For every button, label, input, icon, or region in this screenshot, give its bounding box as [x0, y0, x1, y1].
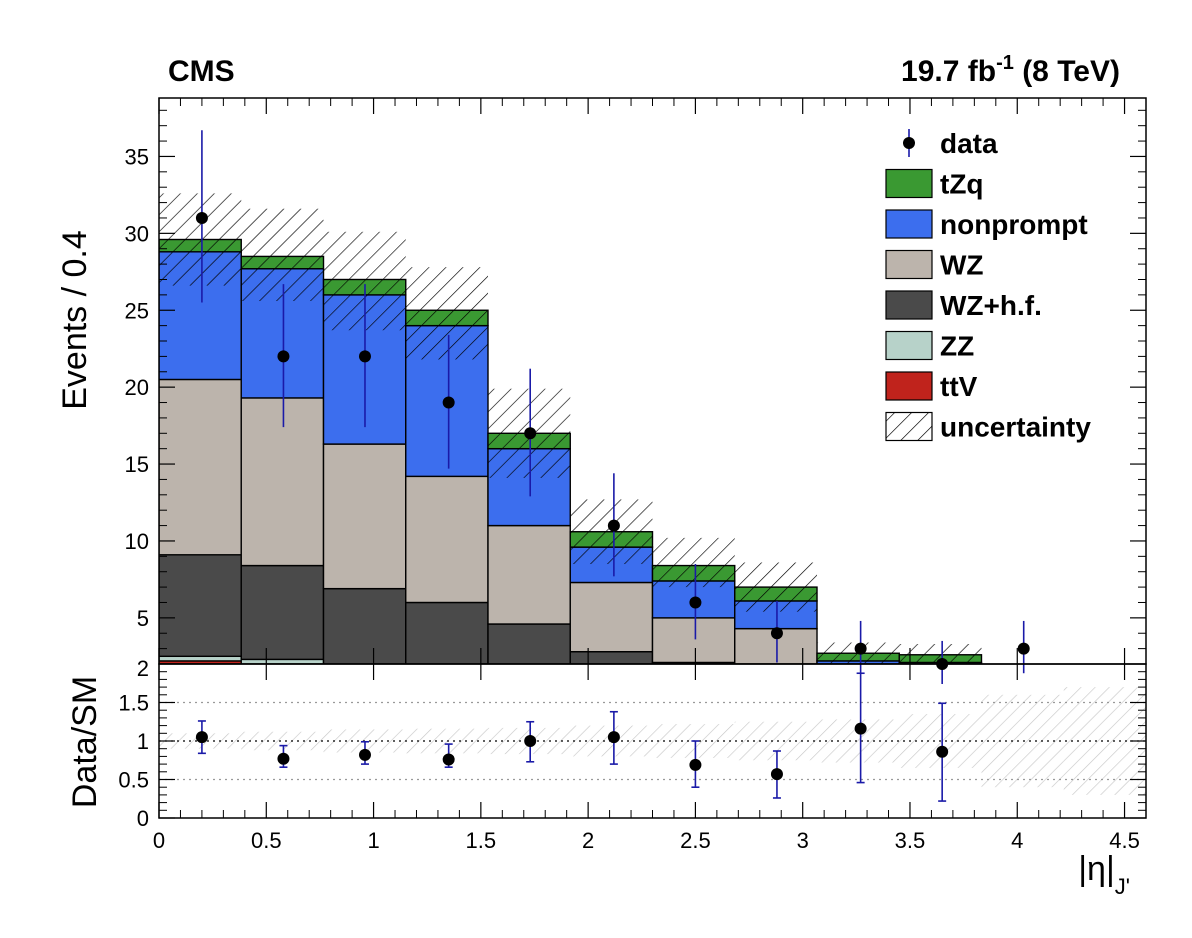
- stack-bar-wz-h-f-bin-5: [487, 623, 571, 664]
- ratio-y-tick-label-3: 1.5: [118, 691, 149, 716]
- legend-swatch-tzq: [885, 168, 933, 199]
- data-point-8: [770, 627, 783, 640]
- uncertainty-hatch-bin-2: [241, 208, 324, 302]
- ratio-point-10: [936, 745, 949, 758]
- x-axis-label-sub: J': [1115, 874, 1130, 899]
- x-tick-label-6: 3: [797, 828, 809, 853]
- legend: data tZq nonprompt WZ WZ+h.f. ZZ ttV uncertaint…: [885, 128, 1091, 443]
- ratio-point-4: [442, 753, 455, 766]
- x-tick-label-0: 0: [153, 828, 165, 853]
- ratio-point-8: [770, 768, 783, 781]
- stack-bar-wz-bin-1: [159, 378, 242, 556]
- x-tick-label-4: 2: [582, 828, 594, 853]
- data-point-2: [277, 350, 290, 363]
- data-point-3: [358, 350, 371, 363]
- legend-label-tzq: tZq: [940, 169, 984, 200]
- top-y-tick-label-30: 30: [125, 221, 149, 246]
- stack-bar-wz-h-f-bin-1: [159, 554, 242, 658]
- legend-swatch-wz-h-f: [885, 290, 933, 320]
- ratio-point-7: [689, 758, 702, 771]
- uncertainty-hatch-bin-1: [159, 193, 242, 286]
- legend-label-ttv: ttV: [940, 371, 978, 402]
- ratio-band-bin-4: [405, 728, 488, 754]
- x-tick-label-9: 4.5: [1109, 828, 1140, 853]
- x-tick-label-1: 0.5: [251, 828, 282, 853]
- top-y-tick-label-25: 25: [125, 298, 149, 323]
- x-tick-label-3: 1.5: [466, 828, 497, 853]
- ratio-y-tick-label-0: 0: [137, 806, 149, 831]
- x-axis-label-main: |η|: [1078, 850, 1115, 888]
- cms-label: CMS: [168, 55, 235, 88]
- legend-swatch-uncertainty: [885, 411, 933, 442]
- data-point-7: [689, 596, 702, 609]
- legend-label-nonprompt: nonprompt: [940, 209, 1088, 240]
- x-tick-label-5: 2.5: [680, 828, 711, 853]
- top-y-axis-label: Events / 0.4: [56, 230, 94, 410]
- uncertainty-hatch-bin-10: [899, 644, 982, 664]
- legend-label-uncertainty: uncertainty: [940, 412, 1091, 443]
- top-y-bottom-label: 2: [137, 656, 149, 681]
- legend-label-data: data: [940, 128, 998, 159]
- ratio-point-6: [607, 731, 620, 744]
- legend-label-zz: ZZ: [940, 331, 974, 362]
- stack-bar-wz-bin-3: [322, 443, 407, 590]
- top-data-points: [195, 130, 1030, 684]
- stack-bar-wz-h-f-bin-6: [569, 650, 654, 664]
- legend-label-wz: WZ: [940, 250, 984, 281]
- top-y-tick-label-15: 15: [125, 452, 149, 477]
- ratio-band-bin-11: [981, 694, 1064, 788]
- ratio-reference-lines: [159, 701, 1146, 781]
- top-y-tick-label-20: 20: [125, 375, 149, 400]
- legend-marker-data: [903, 137, 915, 149]
- ratio-data-points: [195, 672, 949, 802]
- lumi-exponent: -1: [996, 52, 1014, 74]
- ratio-point-2: [277, 752, 290, 765]
- x-axis-label: |η|J': [1078, 850, 1130, 899]
- stack-bar-wz-bin-7: [651, 617, 736, 664]
- ratio-point-5: [524, 735, 537, 747]
- x-tick-label-2: 1: [367, 828, 379, 853]
- top-y-tick-label-35: 35: [125, 144, 149, 169]
- uncertainty-hatch-bin-7: [652, 537, 735, 588]
- x-tick-label-8: 4: [1011, 828, 1023, 853]
- stack-bar-wz-bin-5: [487, 524, 571, 625]
- legend-swatch-zz: [885, 330, 933, 361]
- lumi-energy: (8 TeV): [1014, 55, 1120, 88]
- uncertainty-hatch-bin-4: [405, 267, 488, 360]
- stack-bar-wz-h-f-bin-4: [405, 601, 489, 664]
- x-tick-label-7: 3.5: [895, 828, 926, 853]
- data-point-4: [442, 396, 455, 409]
- ratio-uncertainty-band: [159, 687, 1146, 795]
- legend-swatch-wz: [885, 249, 933, 280]
- top-y-tick-label-10: 10: [125, 529, 149, 554]
- data-point-1: [195, 211, 208, 224]
- legend-label-wz-h-f: WZ+h.f.: [940, 290, 1042, 321]
- stack-bar-wz-bin-2: [240, 397, 325, 567]
- stack-bar-wz-bin-6: [569, 581, 654, 653]
- stack-bar-wz-h-f-bin-3: [322, 587, 407, 664]
- top-uncertainty-band: [159, 193, 982, 664]
- stack-bar-wz-bin-4: [405, 475, 489, 604]
- stack-bar-wz-h-f-bin-2: [240, 564, 325, 661]
- data-point-11: [1017, 642, 1030, 655]
- luminosity-label: 19.7 fb-1 (8 TeV): [901, 52, 1120, 88]
- ratio-y-tick-label-1: 0.5: [118, 768, 149, 793]
- data-point-9: [854, 642, 867, 655]
- uncertainty-hatch-bin-6: [570, 499, 653, 565]
- ratio-band-bin-2: [241, 731, 324, 751]
- ratio-point-1: [195, 731, 208, 744]
- legend-swatch-nonprompt: [885, 209, 933, 239]
- top-y-tick-label-5: 5: [137, 606, 149, 631]
- ratio-y-tick-label-2: 1: [137, 729, 149, 754]
- lumi-value: 19.7 fb: [901, 55, 996, 88]
- uncertainty-hatch-bin-8: [734, 562, 818, 612]
- data-point-6: [607, 519, 620, 532]
- legend-swatch-ttv: [885, 371, 933, 401]
- bottom-y-axis-label: Data/SM: [66, 676, 104, 808]
- ratio-point-3: [358, 748, 371, 761]
- ratio-point-9: [854, 722, 867, 735]
- data-point-5: [524, 427, 537, 440]
